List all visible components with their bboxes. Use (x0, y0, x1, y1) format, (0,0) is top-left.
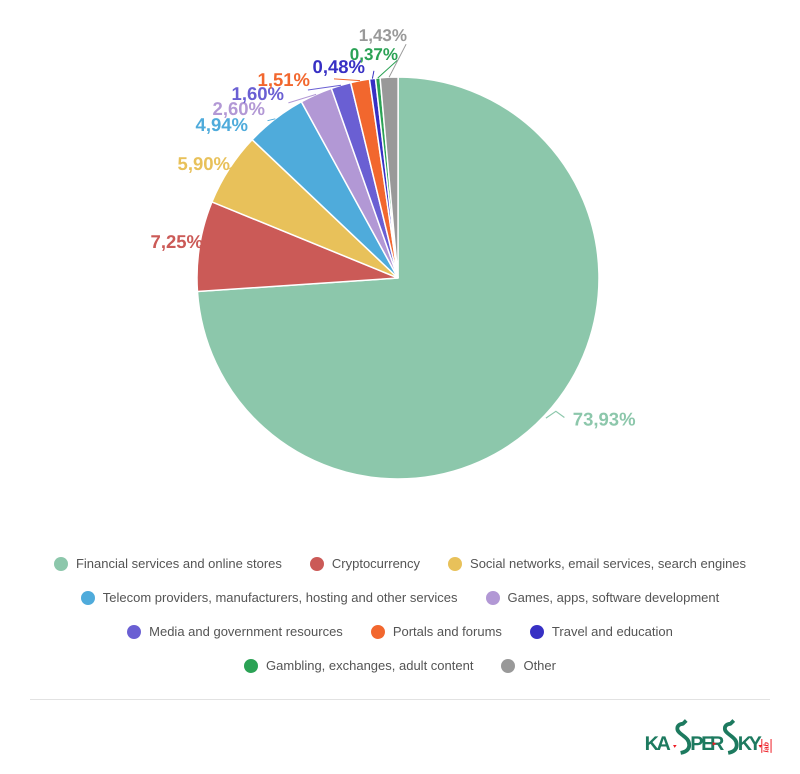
svg-text:7,25%: 7,25% (151, 231, 203, 252)
svg-text:73,93%: 73,93% (573, 408, 636, 429)
svg-text:5,90%: 5,90% (178, 153, 230, 174)
svg-text:A: A (657, 732, 671, 754)
svg-text:Y: Y (749, 732, 762, 754)
svg-text:1,51%: 1,51% (258, 69, 310, 90)
svg-text:1,43%: 1,43% (359, 26, 407, 45)
svg-text:lab: lab (762, 742, 770, 752)
svg-text:0,37%: 0,37% (350, 45, 398, 64)
svg-text:R: R (710, 732, 724, 754)
